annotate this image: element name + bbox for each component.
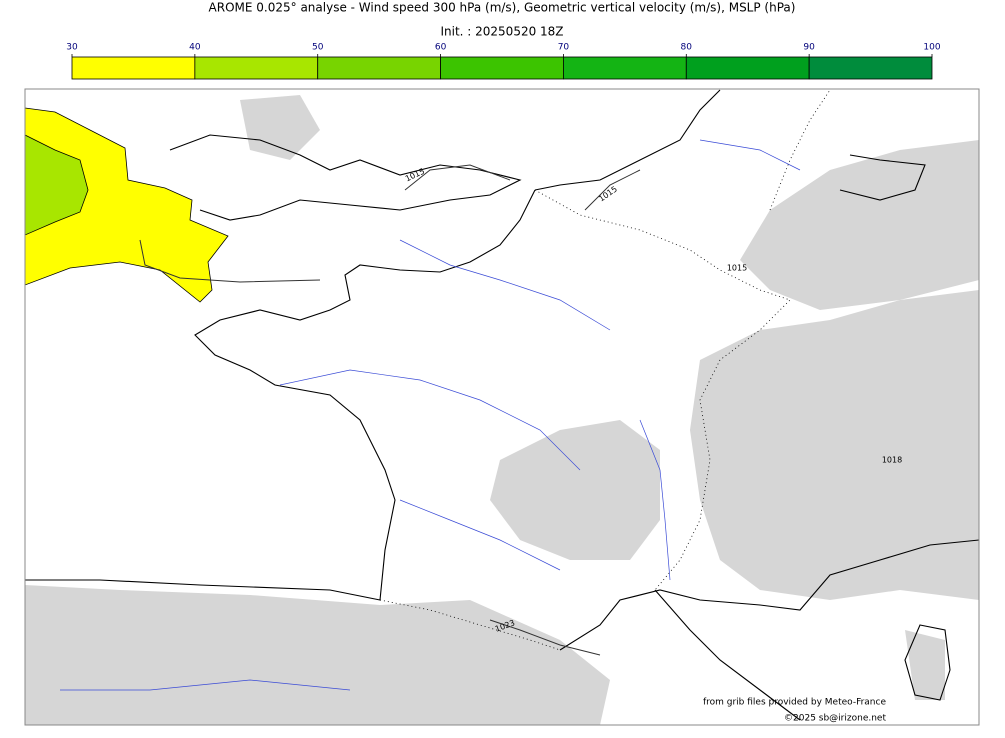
river	[399, 239, 611, 331]
coastline	[904, 624, 951, 701]
coastline	[534, 89, 721, 191]
colorbar-segment	[440, 56, 564, 80]
isobar-label: 1015	[597, 184, 619, 203]
colorbar-segment	[685, 56, 810, 80]
isobar	[139, 239, 321, 283]
wind-area	[25, 107, 229, 303]
river	[279, 369, 581, 471]
shading	[490, 420, 660, 560]
isobar-label: 1018	[882, 456, 902, 465]
isobar	[584, 169, 641, 211]
init-time: Init. : 20250520 18Z	[440, 25, 563, 39]
isobar-label: 1015	[727, 264, 747, 273]
isobar	[404, 164, 511, 191]
title: AROME 0.025° analyse - Wind speed 300 hP…	[209, 1, 796, 15]
colorbar-tick-label: 40	[189, 43, 201, 53]
colorbar-segment	[194, 56, 319, 80]
river	[699, 139, 801, 171]
map-frame	[24, 88, 980, 726]
copyright: ©2025 sb@irizone.net	[784, 714, 886, 724]
colorbar-tick-label: 80	[681, 43, 693, 53]
border	[769, 89, 831, 211]
colorbar-tick-label: 70	[558, 43, 570, 53]
colorbar-segment	[71, 56, 196, 80]
colorbar-segment	[808, 56, 933, 80]
colorbar-tick-label: 30	[66, 43, 78, 53]
coastline	[654, 589, 801, 721]
colorbar-segment	[563, 56, 687, 80]
shading	[25, 585, 610, 725]
colorbar-segment	[317, 56, 441, 80]
shading	[240, 95, 320, 160]
border	[534, 189, 791, 591]
shading	[905, 630, 945, 700]
colorbar-tick-label: 90	[803, 43, 815, 53]
shading	[690, 290, 979, 600]
wind-area	[25, 134, 89, 236]
colorbar-tick-label: 100	[923, 43, 940, 53]
river	[639, 419, 671, 581]
river	[399, 499, 561, 571]
coastline	[25, 189, 536, 601]
source-credit: from grib files provided by Meteo-France	[703, 698, 886, 708]
isobar	[489, 619, 601, 656]
isobar-label: 1015	[404, 167, 426, 184]
colorbar-tick-label: 60	[435, 43, 447, 53]
coastline	[169, 134, 522, 221]
colorbar: 30 40 50 60 70 80 90 100	[66, 43, 941, 80]
coastline	[839, 154, 926, 201]
colorbar-tick-label: 50	[312, 43, 324, 53]
shading	[740, 140, 979, 310]
coastline	[559, 539, 979, 651]
river	[60, 679, 351, 691]
